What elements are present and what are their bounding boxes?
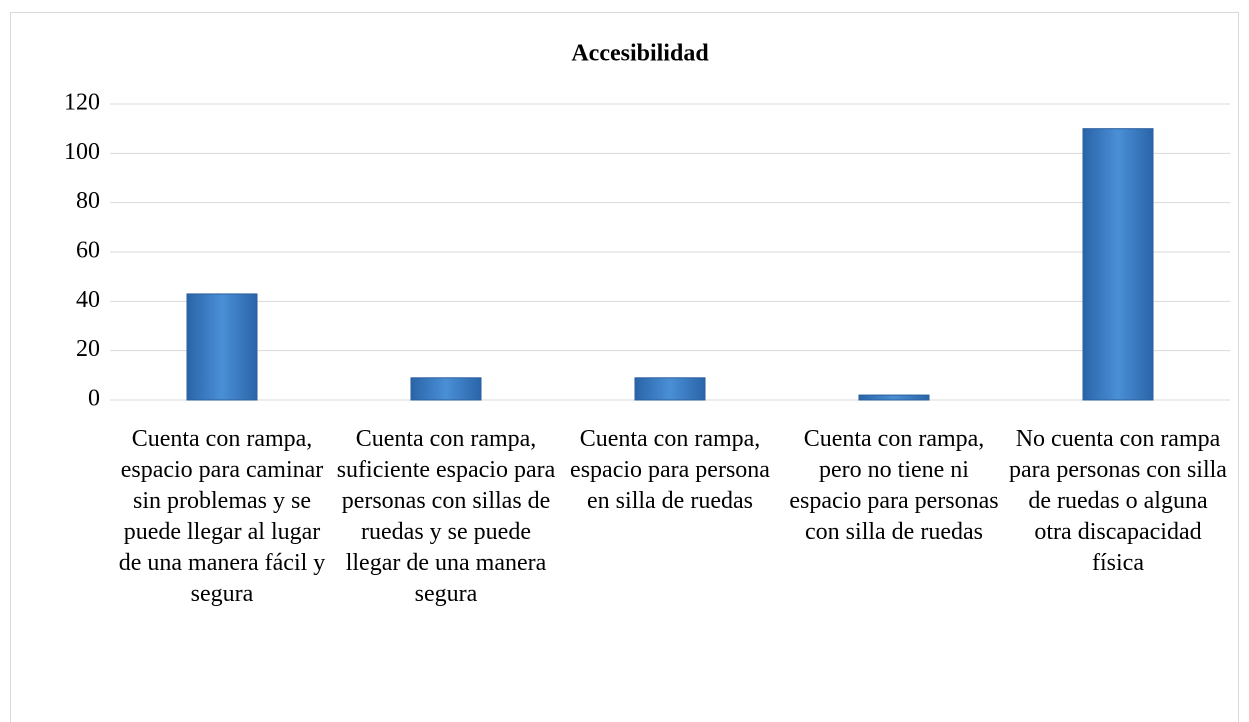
- chart-title: Accesibilidad: [571, 41, 709, 67]
- x-tick-label: Cuenta con rampa, pero no tiene ni espac…: [789, 426, 999, 545]
- x-tick-label: Cuenta con rampa, espacio para persona e…: [570, 426, 770, 514]
- y-tick-label: 100: [64, 139, 100, 165]
- chart-border: [10, 12, 1239, 722]
- y-tick-label: 80: [76, 188, 100, 214]
- bar: [410, 377, 482, 401]
- y-tick-label: 120: [64, 90, 100, 116]
- x-tick-label: Cuenta con rampa, espacio para caminar s…: [118, 426, 326, 607]
- y-tick-label: 60: [76, 238, 100, 264]
- y-tick-label: 40: [76, 287, 100, 313]
- bar: [634, 377, 706, 401]
- bar: [186, 293, 258, 401]
- y-tick-label: 20: [76, 336, 100, 362]
- x-tick-label: Cuenta con rampa, suficiente espacio par…: [336, 426, 556, 607]
- bar: [1082, 128, 1154, 401]
- bar: [858, 394, 930, 401]
- y-tick-label: 0: [88, 386, 100, 412]
- x-tick-label: No cuenta con rampa para personas con si…: [1009, 426, 1227, 576]
